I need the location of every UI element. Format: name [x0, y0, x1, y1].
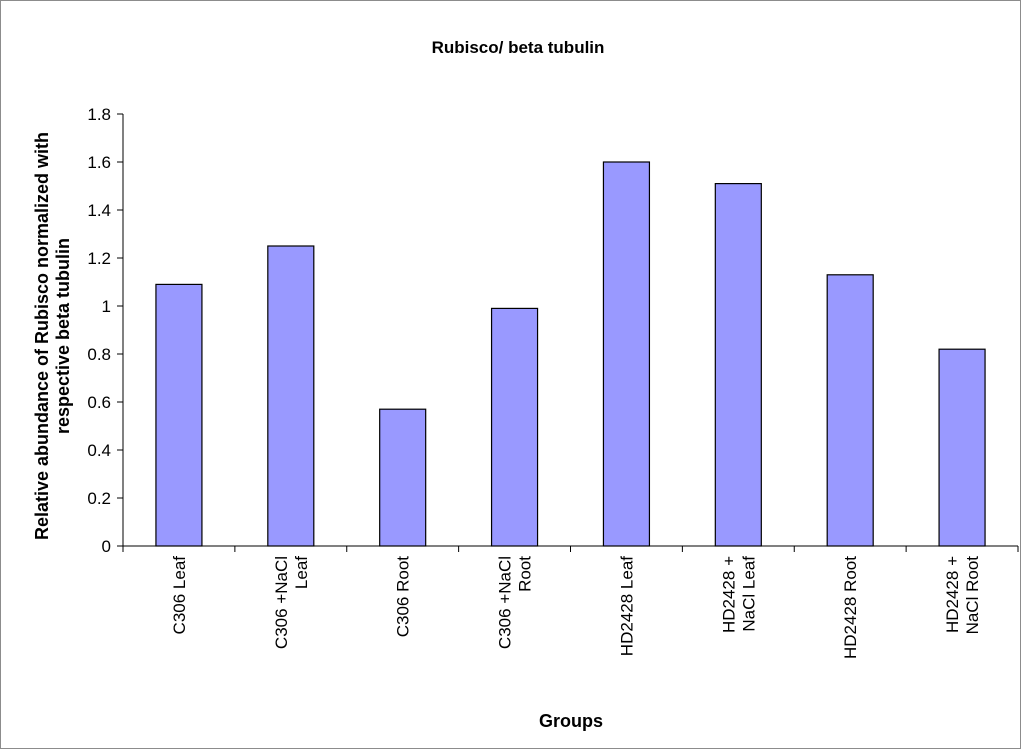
chart-title: Rubisco/ beta tubulin	[432, 38, 605, 57]
x-tick-label: C306 +NaCl	[496, 556, 515, 649]
x-tick-label: HD2428 Leaf	[617, 556, 636, 656]
x-tick-label: NaCl Root	[963, 556, 982, 635]
bar	[155, 283, 203, 547]
plot-area: 0 0.2 0.4 0.6 0.8 1 1.2 1.4 1.6 1.8 C306 Leaf C306 …	[87, 105, 1019, 659]
bar	[267, 245, 315, 547]
bar	[938, 348, 986, 547]
x-tick-label: C306 Leaf	[170, 556, 189, 635]
x-tick-label: C306 Root	[394, 556, 413, 638]
y-tick-label: 0.6	[87, 393, 111, 412]
x-tick-label: HD2428 +	[943, 556, 962, 633]
y-tick-label: 0.4	[87, 441, 111, 460]
x-tick-label: HD2428 +	[719, 556, 738, 633]
x-axis-title: Groups	[539, 711, 603, 731]
y-tick-label: 1.2	[87, 249, 111, 268]
y-tick-label: 0.2	[87, 489, 111, 508]
y-axis-title-line: respective beta tubulin	[53, 238, 73, 434]
bar	[602, 161, 651, 547]
y-tick-label: 1	[102, 297, 111, 316]
bar	[379, 408, 427, 547]
y-tick-label: 1.8	[87, 105, 111, 124]
y-tick-label: 0	[102, 537, 111, 556]
bar	[714, 183, 762, 547]
x-tick-label: NaCl Leaf	[739, 556, 758, 632]
y-tick-label: 1.6	[87, 153, 111, 172]
x-tick-label: HD2428 Root	[841, 556, 860, 659]
x-tick-label: Root	[516, 556, 535, 592]
y-axis-title: Relative abundance of Rubisco normalized…	[32, 132, 73, 540]
bar	[826, 274, 874, 547]
x-tick-label: C306 +NaCl	[272, 556, 291, 649]
y-tick-label: 0.8	[87, 345, 111, 364]
y-axis-title-line: Relative abundance of Rubisco normalized…	[32, 132, 52, 540]
y-tick-label: 1.4	[87, 201, 111, 220]
bar	[490, 307, 539, 547]
x-tick-label: Leaf	[292, 556, 311, 589]
